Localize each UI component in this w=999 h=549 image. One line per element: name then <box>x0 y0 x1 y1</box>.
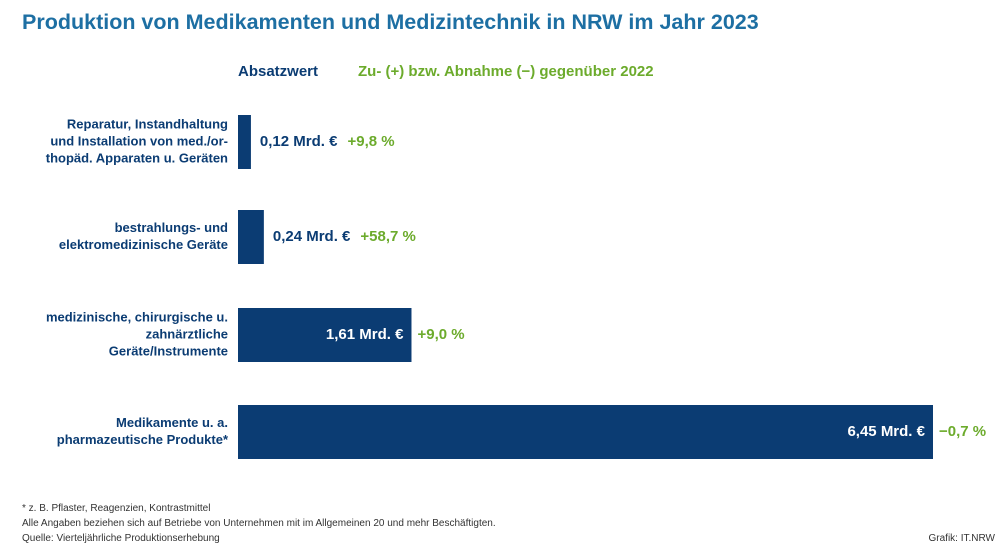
category-label-1-line-2: und Installation von med./or- <box>50 133 228 148</box>
chart-title: Produktion von Medikamenten und Medizint… <box>22 10 759 34</box>
change-label-4: −0,7 % <box>939 423 986 440</box>
legend-value-label: Absatzwert <box>238 63 319 80</box>
bar-3 <box>238 308 412 362</box>
category-label-1-line-1: Reparatur, Instandhaltung <box>67 116 228 131</box>
value-label-1: 0,12 Mrd. € <box>260 133 338 150</box>
footnote-asterisk: * z. B. Pflaster, Reagenzien, Kontrastmi… <box>22 503 211 514</box>
value-label-2: 0,24 Mrd. € <box>273 228 351 245</box>
category-label-3-line-1: medizinische, chirurgische u. <box>46 309 228 324</box>
category-label-2-line-1: bestrahlungs- und <box>115 220 228 235</box>
category-label-4-line-1: Medikamente u. a. <box>116 415 228 430</box>
footnote-source: Quelle: Vierteljährliche Produktionserhe… <box>22 533 220 544</box>
bar-4 <box>238 405 933 459</box>
category-label-4-line-2: pharmazeutische Produkte* <box>57 432 229 447</box>
category-label-3-line-2: zahnärztliche <box>146 326 228 341</box>
change-label-1: +9,8 % <box>347 133 394 150</box>
value-label-3: 1,61 Mrd. € <box>326 326 404 343</box>
legend-change-label: Zu- (+) bzw. Abnahme (−) gegenüber 2022 <box>358 63 654 80</box>
change-label-3: +9,0 % <box>417 326 464 343</box>
category-label-1-line-3: thopäd. Apparaten u. Geräten <box>46 150 228 165</box>
category-label-3-line-3: Geräte/Instrumente <box>109 343 228 358</box>
bar-2 <box>238 210 264 264</box>
graphic-credit: Grafik: IT.NRW <box>928 533 995 544</box>
category-label-2-line-2: elektromedizinische Geräte <box>59 237 228 252</box>
footnote-scope: Alle Angaben beziehen sich auf Betriebe … <box>22 518 496 529</box>
bar-1 <box>238 115 251 169</box>
value-label-4: 6,45 Mrd. € <box>847 423 925 440</box>
change-label-2: +58,7 % <box>360 228 415 245</box>
